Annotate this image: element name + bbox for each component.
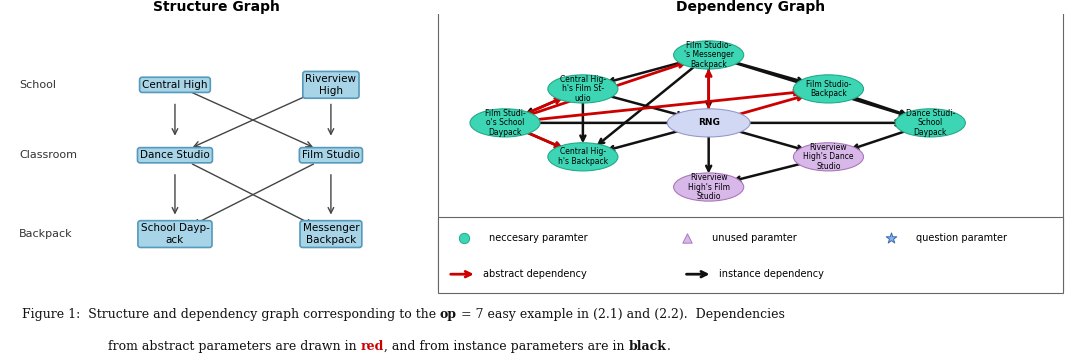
Ellipse shape <box>895 109 966 137</box>
Ellipse shape <box>667 109 751 137</box>
Text: Riverview
High: Riverview High <box>306 74 356 96</box>
Title: Structure Graph: Structure Graph <box>152 0 280 14</box>
Text: Riverview
High's Film
Studio: Riverview High's Film Studio <box>688 173 730 201</box>
Text: Dance Studi-
School
Daypack: Dance Studi- School Daypack <box>906 109 955 137</box>
Text: Backpack: Backpack <box>19 229 72 239</box>
FancyBboxPatch shape <box>438 0 1063 290</box>
Text: unused paramter: unused paramter <box>713 234 797 243</box>
Text: Central Hig-
h's Backpack: Central Hig- h's Backpack <box>558 148 608 166</box>
Text: .: . <box>666 340 671 353</box>
Text: Central Hig-
h's Film St-
udio: Central Hig- h's Film St- udio <box>559 75 606 103</box>
Text: op: op <box>440 308 457 321</box>
Text: , and from instance parameters are in: , and from instance parameters are in <box>384 340 629 353</box>
Text: from abstract parameters are drawn in: from abstract parameters are drawn in <box>108 340 361 353</box>
Text: RNG: RNG <box>698 118 719 127</box>
Text: Film Studio-
Backpack: Film Studio- Backpack <box>806 79 851 98</box>
Ellipse shape <box>794 143 864 171</box>
Text: Central High: Central High <box>143 80 207 90</box>
FancyBboxPatch shape <box>438 217 1063 293</box>
Text: Dance Studio: Dance Studio <box>140 150 210 160</box>
Title: Dependency Graph: Dependency Graph <box>676 0 825 14</box>
Text: Figure 1:  Structure and dependency graph corresponding to the: Figure 1: Structure and dependency graph… <box>22 308 440 321</box>
Ellipse shape <box>674 173 744 201</box>
Ellipse shape <box>794 75 864 103</box>
Ellipse shape <box>548 75 618 103</box>
Ellipse shape <box>674 41 744 69</box>
Text: red: red <box>361 340 384 353</box>
Text: question paramter: question paramter <box>916 234 1008 243</box>
Text: = 7 easy example in (2.1) and (2.2).  Dependencies: = 7 easy example in (2.1) and (2.2). Dep… <box>457 308 784 321</box>
Text: Film Studi-
o's School
Daypack: Film Studi- o's School Daypack <box>485 109 525 137</box>
Text: School: School <box>19 80 56 90</box>
Text: Film Studio-
's Messenger
Backpack: Film Studio- 's Messenger Backpack <box>684 41 733 69</box>
Text: abstract dependency: abstract dependency <box>483 269 586 279</box>
Ellipse shape <box>548 143 618 171</box>
Point <box>456 236 473 242</box>
Text: School Dayp-
ack: School Dayp- ack <box>140 223 210 245</box>
Text: Classroom: Classroom <box>19 150 77 160</box>
Text: black: black <box>629 340 666 353</box>
Text: Riverview
High's Dance
Studio: Riverview High's Dance Studio <box>804 143 853 171</box>
Point <box>678 236 696 242</box>
Point <box>882 236 900 242</box>
Text: Film Studio: Film Studio <box>302 150 360 160</box>
Text: Messenger
Backpack: Messenger Backpack <box>302 223 360 245</box>
Text: instance dependency: instance dependency <box>719 269 824 279</box>
Text: neccesary paramter: neccesary paramter <box>489 234 588 243</box>
Ellipse shape <box>470 109 540 137</box>
